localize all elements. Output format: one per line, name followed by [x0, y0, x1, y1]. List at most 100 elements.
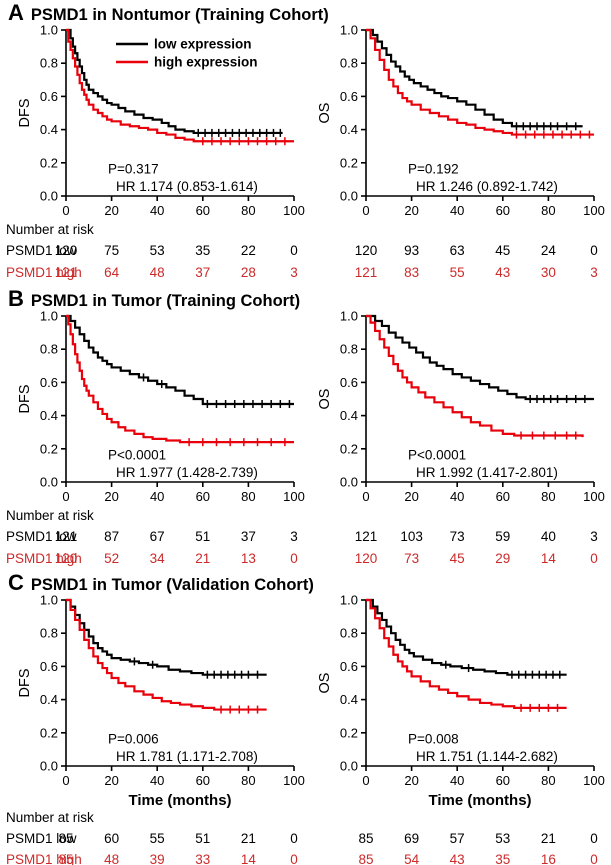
risk-row-label-high: PSMD1 high — [6, 265, 82, 280]
km-curve — [66, 598, 267, 711]
km-curve — [66, 28, 283, 135]
hr-annotation: HR 1.174 (0.853-1.614) — [116, 179, 258, 194]
risk-count-high: 39 — [149, 852, 165, 865]
risk-count-low: 24 — [540, 243, 556, 258]
km-plot-b-dfs: 0.0 0.2 0.4 0.6 0.8 1.0 0 20 40 60 80 100 DFS P<0.000… — [17, 309, 305, 505]
risk-count-low: 85 — [58, 831, 74, 846]
risk-count-low: 87 — [104, 529, 120, 544]
panel-c-letter: C — [8, 570, 24, 595]
risk-count-high: 83 — [404, 265, 420, 280]
risk-table-a: Number at risk PSMD1 low PSMD1 high 120 1… — [0, 222, 611, 286]
p-value-annotation: P=0.192 — [408, 162, 459, 177]
x-axis-title: Time (months) — [428, 792, 531, 809]
x-tick-label: 40 — [150, 489, 164, 504]
y-tick-label: 0.6 — [340, 89, 358, 104]
x-tick-label: 80 — [241, 773, 255, 788]
risk-count-low: 120 — [54, 243, 78, 258]
x-tick-label: 80 — [241, 203, 255, 218]
risk-table-b: Number at risk PSMD1 low PSMD1 high 121 1… — [0, 508, 611, 572]
risk-count-low: 85 — [358, 831, 374, 846]
panel-a-heading: PSMD1 in Nontumor (Training Cohort) — [30, 6, 329, 24]
x-tick-label: 20 — [104, 489, 118, 504]
risk-count-low: 103 — [400, 529, 423, 544]
risk-count-high: 120 — [354, 551, 378, 566]
number-at-risk-label: Number at risk — [6, 508, 94, 523]
x-tick-label: 0 — [62, 489, 69, 504]
legend-label: high expression — [154, 55, 258, 70]
panel-a-letter: A — [8, 0, 24, 25]
risk-count-high: 14 — [540, 551, 556, 566]
risk-row-label-high: PSMD1 high — [6, 852, 82, 865]
risk-count-low: 45 — [495, 243, 511, 258]
y-tick-label: 0.6 — [40, 375, 58, 390]
risk-count-low: 37 — [240, 529, 256, 544]
risk-count-high: 85 — [58, 852, 74, 865]
risk-count-high: 43 — [449, 852, 465, 865]
risk-count-low: 0 — [590, 243, 598, 258]
risk-count-low: 35 — [195, 243, 211, 258]
x-tick-label: 60 — [496, 773, 510, 788]
km-curve — [366, 314, 594, 401]
x-tick-label: 0 — [62, 203, 69, 218]
y-tick-label: 0.2 — [40, 725, 58, 740]
y-tick-label: 0.2 — [340, 155, 358, 170]
risk-count-high: 3 — [590, 265, 598, 280]
panel-c: C PSMD1 in Tumor (Validation Cohort) 0.0… — [0, 570, 611, 865]
risk-count-high: 29 — [495, 551, 511, 566]
risk-count-high: 3 — [290, 265, 298, 280]
y-tick-label: 0.4 — [40, 692, 58, 707]
risk-count-high: 0 — [290, 551, 298, 566]
km-curve — [66, 28, 294, 143]
x-tick-label: 80 — [541, 203, 555, 218]
x-tick-label: 100 — [283, 489, 305, 504]
y-tick-label: 0.8 — [340, 342, 358, 357]
x-tick-label: 100 — [583, 489, 605, 504]
panel-b-heading: PSMD1 in Tumor (Training Cohort) — [30, 292, 301, 310]
y-tick-label: 0.4 — [340, 408, 358, 423]
risk-count-high: 21 — [195, 551, 211, 566]
panel-c-heading: PSMD1 in Tumor (Validation Cohort) — [30, 576, 314, 594]
risk-count-high: 48 — [104, 852, 120, 865]
x-tick-label: 100 — [583, 773, 605, 788]
risk-row-label-low: PSMD1 low — [6, 529, 77, 544]
hr-annotation: HR 1.781 (1.171-2.708) — [116, 749, 258, 764]
p-value-annotation: P=0.317 — [108, 162, 159, 177]
x-tick-label: 40 — [450, 773, 464, 788]
y-tick-label: 0.2 — [40, 441, 58, 456]
risk-count-high: 13 — [240, 551, 256, 566]
y-tick-label: 0.8 — [40, 342, 58, 357]
risk-count-high: 0 — [290, 852, 298, 865]
x-tick-label: 60 — [496, 203, 510, 218]
x-tick-label: 40 — [150, 203, 164, 218]
y-tick-label: 0.8 — [340, 56, 358, 71]
x-tick-label: 100 — [283, 773, 305, 788]
x-tick-label: 20 — [104, 203, 118, 218]
risk-row-label-low: PSMD1 low — [6, 831, 77, 846]
risk-count-low: 53 — [149, 243, 165, 258]
hr-annotation: HR 1.977 (1.428-2.739) — [116, 465, 258, 480]
risk-count-high: 73 — [404, 551, 420, 566]
x-tick-label: 40 — [150, 773, 164, 788]
risk-count-low: 60 — [104, 831, 120, 846]
risk-count-high: 85 — [358, 852, 374, 865]
risk-count-low: 67 — [149, 529, 165, 544]
km-plot-c-dfs: 0.0 0.2 0.4 0.6 0.8 1.0 0 20 40 60 80 100 DFS Time (m… — [17, 593, 305, 810]
risk-count-high: 52 — [104, 551, 120, 566]
risk-count-low: 53 — [495, 831, 511, 846]
risk-count-high: 64 — [104, 265, 120, 280]
y-tick-label: 1.0 — [40, 593, 58, 608]
legend-label: low expression — [154, 37, 252, 52]
risk-count-low: 59 — [495, 529, 511, 544]
km-plot-a-os: 0.0 0.2 0.4 0.6 0.8 1.0 0 20 40 60 80 100 OS P=0.192 H… — [317, 23, 605, 219]
x-tick-label: 60 — [496, 489, 510, 504]
number-at-risk-label: Number at risk — [6, 810, 94, 825]
y-tick-label: 1.0 — [340, 309, 358, 324]
y-tick-label: 0.6 — [340, 659, 358, 674]
y-axis-title: OS — [317, 389, 333, 410]
y-tick-label: 0.6 — [40, 89, 58, 104]
x-tick-label: 100 — [583, 203, 605, 218]
x-tick-label: 20 — [404, 203, 418, 218]
y-tick-label: 0.6 — [40, 659, 58, 674]
risk-count-high: 14 — [240, 852, 256, 865]
x-tick-label: 0 — [362, 489, 369, 504]
